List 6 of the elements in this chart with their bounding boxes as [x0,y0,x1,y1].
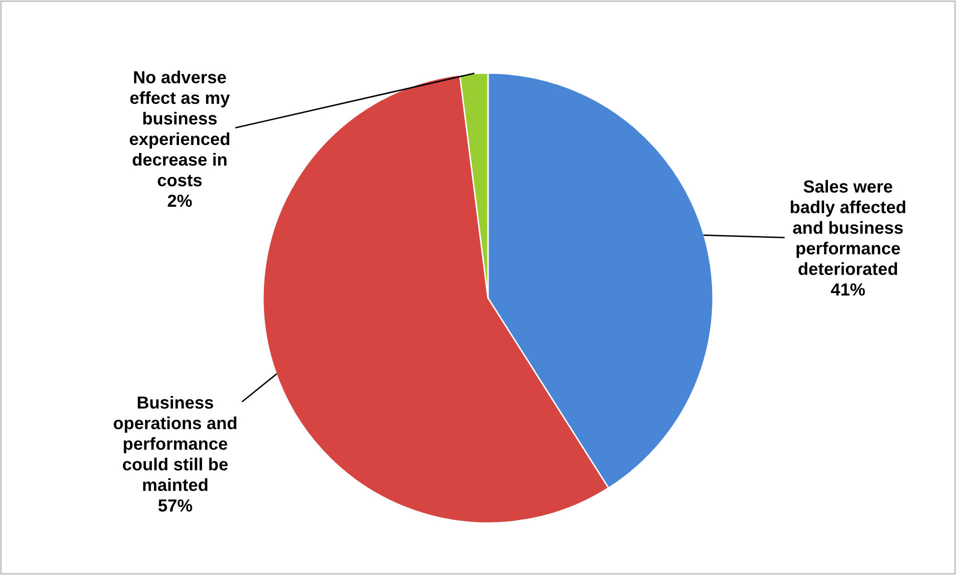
slice-label: Sales were badly affected and business performance deteriorated [790,180,906,276]
data-label: 41% [830,283,865,296]
slice-label: No adverse effect as my business experienced decrease in costs [130,70,230,186]
data-label: 2% [168,194,192,207]
slice-label: Business operations and performance could still be mainted [114,396,236,492]
data-label: 57% [158,499,192,512]
